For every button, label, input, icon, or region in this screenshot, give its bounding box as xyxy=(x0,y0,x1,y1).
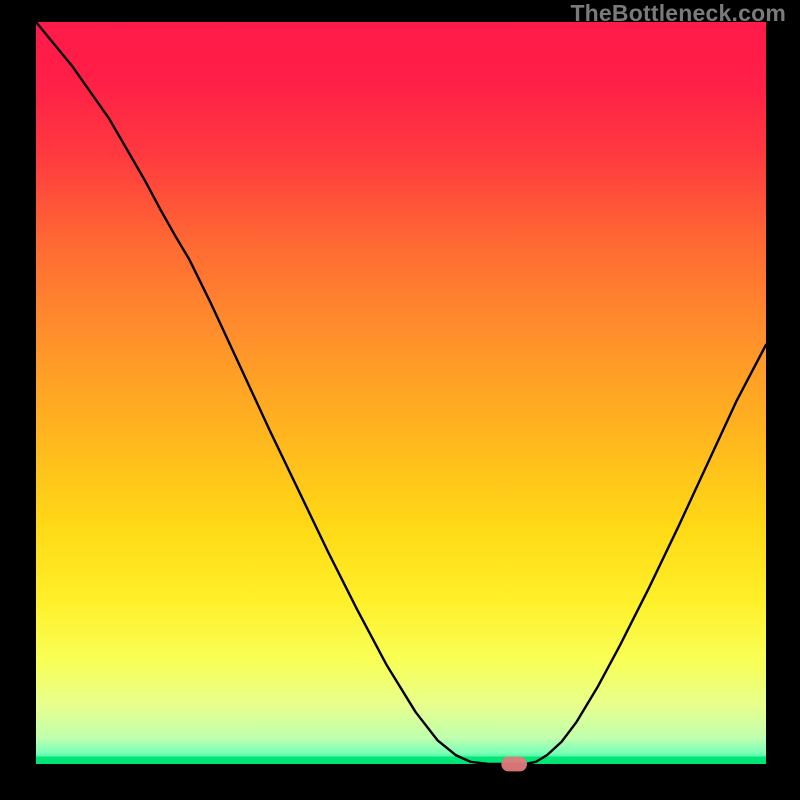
stage: TheBottleneck.com xyxy=(0,0,800,800)
gradient-background xyxy=(36,22,766,764)
chart-svg xyxy=(0,0,800,800)
optimum-marker xyxy=(501,757,527,772)
bottom-green-strip xyxy=(36,757,766,764)
watermark-text: TheBottleneck.com xyxy=(570,0,786,27)
